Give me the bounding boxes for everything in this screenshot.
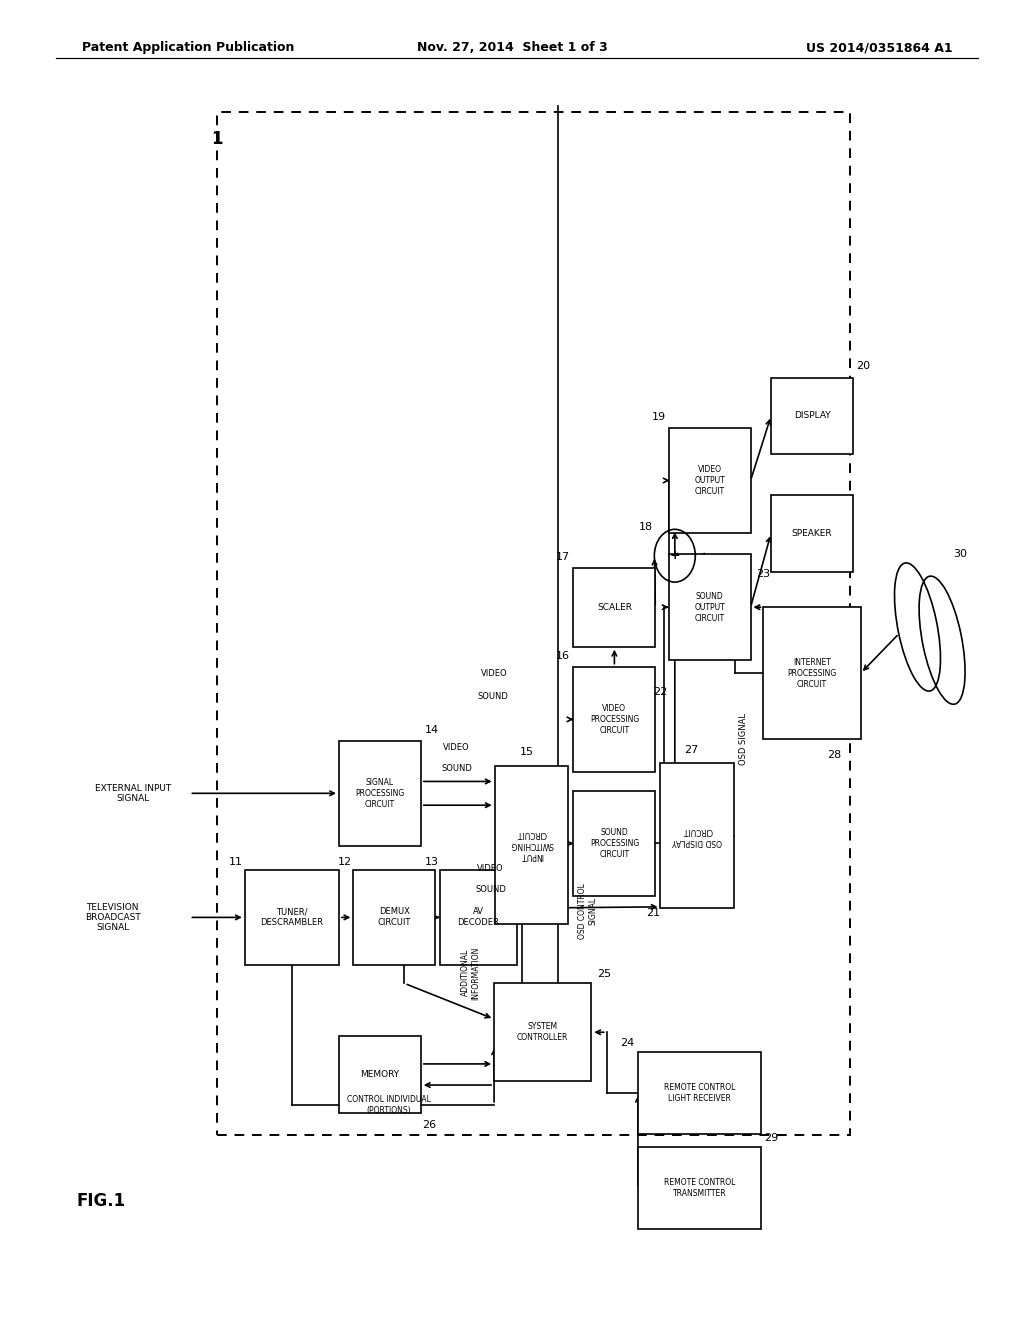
Text: 26: 26 (422, 1119, 436, 1130)
Text: ADDITIONAL
INFORMATION: ADDITIONAL INFORMATION (462, 946, 480, 999)
FancyBboxPatch shape (339, 1036, 421, 1113)
Text: 19: 19 (651, 412, 666, 422)
Text: SOUND: SOUND (477, 693, 508, 701)
Text: SPEAKER: SPEAKER (792, 529, 833, 537)
Text: DISPLAY: DISPLAY (794, 412, 830, 420)
Text: 17: 17 (556, 552, 570, 562)
Text: Patent Application Publication: Patent Application Publication (82, 41, 294, 54)
Text: VIDEO: VIDEO (481, 669, 508, 677)
FancyBboxPatch shape (771, 378, 853, 454)
FancyBboxPatch shape (669, 428, 751, 533)
Text: 21: 21 (646, 908, 660, 919)
Text: 23: 23 (756, 569, 770, 579)
FancyBboxPatch shape (638, 1147, 761, 1229)
FancyBboxPatch shape (440, 870, 517, 965)
FancyBboxPatch shape (660, 763, 734, 908)
FancyBboxPatch shape (771, 495, 853, 572)
Text: 12: 12 (338, 857, 352, 867)
Text: 13: 13 (425, 857, 439, 867)
Text: SOUND
PROCESSING
CIRCUIT: SOUND PROCESSING CIRCUIT (590, 828, 639, 859)
Text: VIDEO
OUTPUT
CIRCUIT: VIDEO OUTPUT CIRCUIT (694, 465, 725, 496)
Text: AV
DECODER: AV DECODER (458, 907, 499, 928)
Text: 16: 16 (556, 651, 570, 661)
Text: 14: 14 (425, 725, 439, 735)
Text: SOUND: SOUND (441, 764, 472, 772)
Text: 27: 27 (684, 744, 698, 755)
FancyBboxPatch shape (669, 554, 751, 660)
FancyBboxPatch shape (638, 1052, 761, 1134)
FancyBboxPatch shape (573, 667, 655, 772)
FancyBboxPatch shape (245, 870, 339, 965)
Text: 29: 29 (764, 1133, 778, 1143)
Text: SCALER: SCALER (597, 603, 632, 611)
Text: 22: 22 (653, 686, 668, 697)
Text: 18: 18 (639, 521, 653, 532)
Text: +: + (670, 549, 680, 562)
Text: SIGNAL
PROCESSING
CIRCUIT: SIGNAL PROCESSING CIRCUIT (355, 777, 404, 809)
Text: EXTERNAL INPUT
SIGNAL: EXTERNAL INPUT SIGNAL (95, 784, 171, 803)
FancyBboxPatch shape (573, 568, 655, 647)
Text: FIG.1: FIG.1 (77, 1192, 126, 1210)
Text: CONTROL INDIVIDUAL
(PORTIONS): CONTROL INDIVIDUAL (PORTIONS) (347, 1096, 431, 1114)
Text: 25: 25 (597, 969, 611, 979)
Text: TELEVISION
BROADCAST
SIGNAL: TELEVISION BROADCAST SIGNAL (85, 903, 140, 932)
Text: OSD SIGNAL: OSD SIGNAL (739, 713, 748, 766)
Text: 28: 28 (827, 750, 842, 760)
FancyBboxPatch shape (353, 870, 435, 965)
FancyBboxPatch shape (764, 607, 860, 739)
Text: Nov. 27, 2014  Sheet 1 of 3: Nov. 27, 2014 Sheet 1 of 3 (417, 41, 607, 54)
Text: 11: 11 (228, 857, 243, 867)
FancyBboxPatch shape (573, 791, 655, 896)
Text: 24: 24 (621, 1038, 635, 1048)
Text: REMOTE CONTROL
TRANSMITTER: REMOTE CONTROL TRANSMITTER (664, 1177, 735, 1199)
Text: VIDEO: VIDEO (477, 865, 504, 873)
FancyBboxPatch shape (495, 766, 568, 924)
FancyBboxPatch shape (495, 983, 592, 1081)
Text: OSD DISPLAY
CIRCUIT: OSD DISPLAY CIRCUIT (673, 825, 722, 846)
Text: INPUT
SWITCHING
CIRCUIT: INPUT SWITCHING CIRCUIT (510, 829, 553, 861)
Text: OSD CONTROL
SIGNAL: OSD CONTROL SIGNAL (579, 883, 597, 939)
Text: MEMORY: MEMORY (360, 1071, 399, 1078)
Text: INTERNET
PROCESSING
CIRCUIT: INTERNET PROCESSING CIRCUIT (787, 657, 837, 689)
Text: 30: 30 (953, 549, 968, 560)
Text: 20: 20 (856, 360, 870, 371)
Text: REMOTE CONTROL
LIGHT RECEIVER: REMOTE CONTROL LIGHT RECEIVER (664, 1082, 735, 1104)
Text: 1: 1 (211, 129, 223, 148)
Text: 15: 15 (519, 747, 534, 758)
Text: VIDEO
PROCESSING
CIRCUIT: VIDEO PROCESSING CIRCUIT (590, 704, 639, 735)
Text: TUNER/
DESCRAMBLER: TUNER/ DESCRAMBLER (260, 907, 324, 928)
Text: SOUND: SOUND (475, 886, 506, 894)
Text: VIDEO: VIDEO (443, 743, 470, 751)
Text: SYSTEM
CONTROLLER: SYSTEM CONTROLLER (517, 1022, 568, 1043)
FancyBboxPatch shape (339, 741, 421, 846)
Text: DEMUX
CIRCUIT: DEMUX CIRCUIT (378, 907, 411, 928)
Text: SOUND
OUTPUT
CIRCUIT: SOUND OUTPUT CIRCUIT (694, 591, 725, 623)
Text: US 2014/0351864 A1: US 2014/0351864 A1 (806, 41, 952, 54)
